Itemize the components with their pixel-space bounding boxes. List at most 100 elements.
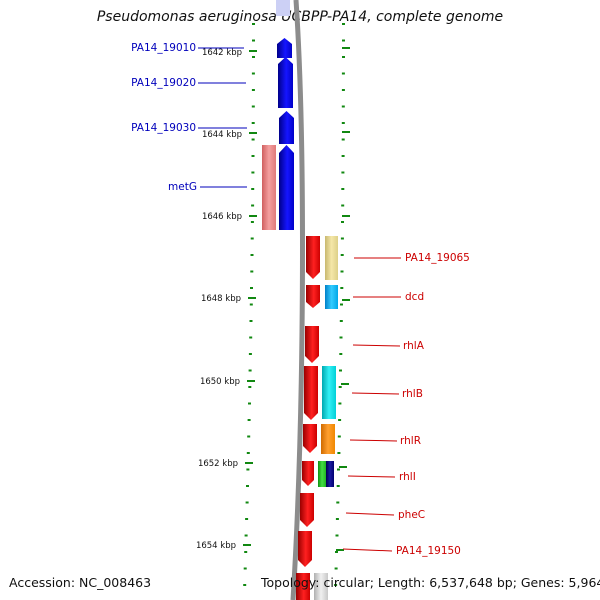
ruler-minor-tick xyxy=(243,567,247,570)
feature-bottom-grey xyxy=(314,573,328,600)
ruler-major-right xyxy=(336,47,350,551)
gene-dcd xyxy=(306,285,320,308)
ruler-minor-tick xyxy=(341,72,345,75)
ruler-minor-tick xyxy=(334,584,338,586)
ruler-minor-tick xyxy=(251,89,255,91)
gene-rhlr xyxy=(303,424,317,453)
ruler-minor-tick xyxy=(249,336,253,339)
ruler-minor-tick xyxy=(250,287,253,289)
ruler-minor-tick xyxy=(252,39,255,42)
ruler-minor-tick xyxy=(341,204,345,207)
ruler-minor-tick xyxy=(335,534,339,537)
label-pa14-19030: PA14_19030 xyxy=(131,122,247,134)
ruler-label: 1652 kbp xyxy=(198,459,238,469)
ruler-minor-tick xyxy=(250,254,254,256)
ruler-minor-tick xyxy=(246,468,250,471)
ruler-major-1654: 1654 kbp xyxy=(196,541,251,551)
label-rhli: rhlI xyxy=(347,471,416,483)
gene-pa14-19065 xyxy=(306,236,320,279)
ruler-minor-tick xyxy=(336,501,340,504)
ruler-minor-tick xyxy=(252,56,255,58)
ruler-minor-tick xyxy=(246,452,250,454)
gene-pa14-19030 xyxy=(279,111,294,144)
ruler-minor-tick xyxy=(341,105,345,108)
label-rhlb: rhlB xyxy=(351,388,423,400)
ruler-minor-tick xyxy=(340,254,344,256)
ruler-minor-tick xyxy=(251,105,255,108)
gene-rhli xyxy=(302,461,314,486)
ruler-minor-tick xyxy=(338,386,342,388)
ruler-minor-tick xyxy=(340,270,344,273)
ruler-label: 1646 kbp xyxy=(202,212,242,222)
ruler-major-1644: 1644 kbp xyxy=(202,130,257,140)
ruler-minor-tick xyxy=(334,567,338,570)
topology-text: Topology: circular; Length: 6,537,648 bp… xyxy=(261,575,600,590)
ruler-minor-tick xyxy=(341,122,345,124)
gene-label: dcd xyxy=(405,291,424,303)
ruler-minor-tick xyxy=(244,551,248,553)
ruler-minor-tick xyxy=(341,89,345,91)
label-pa14-19065: PA14_19065 xyxy=(354,252,470,264)
ruler-minor-tick xyxy=(337,452,341,454)
ruler-minor-tick xyxy=(335,518,339,520)
label-pa14-19010: PA14_19010 xyxy=(131,42,244,54)
ruler-minor-tick xyxy=(340,287,344,289)
gene-label: PA14_19010 xyxy=(131,42,196,54)
ruler-minor-tick xyxy=(342,56,345,58)
gene-label: pheC xyxy=(398,509,425,521)
ruler-minor-tick xyxy=(341,188,345,190)
ruler-minor-tick xyxy=(251,188,255,190)
ruler-major-1650: 1650 kbp xyxy=(200,377,255,387)
gene-metg xyxy=(262,145,276,230)
gene-pa14-19010 xyxy=(277,38,292,58)
ruler-minor-tick xyxy=(251,204,255,207)
ruler-minor-tick xyxy=(339,320,343,322)
gene-label: rhlA xyxy=(403,340,425,352)
ruler-minor-tick xyxy=(248,402,251,405)
ruler-major-1642: 1642 kbp xyxy=(202,48,257,58)
ruler-minor-tick xyxy=(342,39,345,42)
ruler-ticks-left xyxy=(243,23,255,586)
gene-bottom-partial xyxy=(296,573,310,600)
label-phec: pheC xyxy=(345,509,425,521)
ruler-label: 1644 kbp xyxy=(202,130,242,140)
ruler-minor-tick xyxy=(339,336,343,339)
ruler-label: 1650 kbp xyxy=(200,377,240,387)
gene-label: rhlI xyxy=(399,471,416,483)
gene-label: PA14_19150 xyxy=(396,545,461,557)
feature-rhlr xyxy=(321,424,335,454)
gene-pa14-19150 xyxy=(298,531,312,567)
ruler-minor-tick xyxy=(341,221,344,223)
ruler-minor-tick xyxy=(341,155,345,157)
ruler-minor-tick xyxy=(252,23,255,25)
feature-rhli-navy xyxy=(326,461,334,487)
ruler-minor-tick xyxy=(247,435,251,438)
ruler-minor-tick xyxy=(340,237,344,240)
feature-rhli-green xyxy=(318,461,326,487)
ruler-minor-tick xyxy=(251,138,255,141)
label-pa14-19150: PA14_19150 xyxy=(342,545,461,557)
ruler-minor-tick xyxy=(245,501,249,504)
ruler-minor-tick xyxy=(251,171,255,174)
ruler-minor-tick xyxy=(251,72,255,75)
gene-forward-unlabeled xyxy=(279,145,294,230)
gene-label: metG xyxy=(168,181,197,193)
label-rhlr: rhlR xyxy=(349,435,421,447)
ruler-minor-tick xyxy=(250,221,254,223)
ruler-minor-tick xyxy=(248,353,252,355)
ruler-major-1648: 1648 kbp xyxy=(201,294,256,304)
ruler-major-1652: 1652 kbp xyxy=(198,459,253,469)
ruler-minor-tick xyxy=(244,534,248,537)
faint-band-top xyxy=(276,0,290,16)
feature-rhlb xyxy=(322,366,336,419)
label-dcd: dcd xyxy=(353,291,424,303)
ruler-minor-tick xyxy=(339,369,342,372)
ruler-major-1646: 1646 kbp xyxy=(202,212,257,222)
feature-pa14-19065 xyxy=(325,236,338,280)
ruler-minor-tick xyxy=(336,485,340,487)
gene-label: PA14_19020 xyxy=(131,77,196,89)
ruler-minor-tick xyxy=(248,369,252,372)
gene-label: PA14_19065 xyxy=(405,252,470,264)
ruler-minor-tick xyxy=(243,584,247,586)
